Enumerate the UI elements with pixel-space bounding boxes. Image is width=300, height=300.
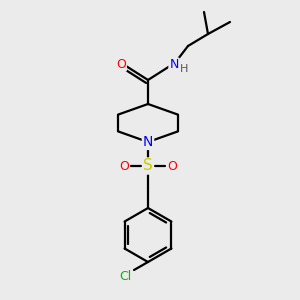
- Text: N: N: [143, 135, 153, 149]
- Text: N: N: [169, 58, 179, 71]
- Text: H: H: [180, 64, 188, 74]
- Text: O: O: [119, 160, 129, 172]
- Text: S: S: [143, 158, 153, 173]
- Text: O: O: [116, 58, 126, 70]
- Text: Cl: Cl: [119, 269, 131, 283]
- Text: O: O: [167, 160, 177, 172]
